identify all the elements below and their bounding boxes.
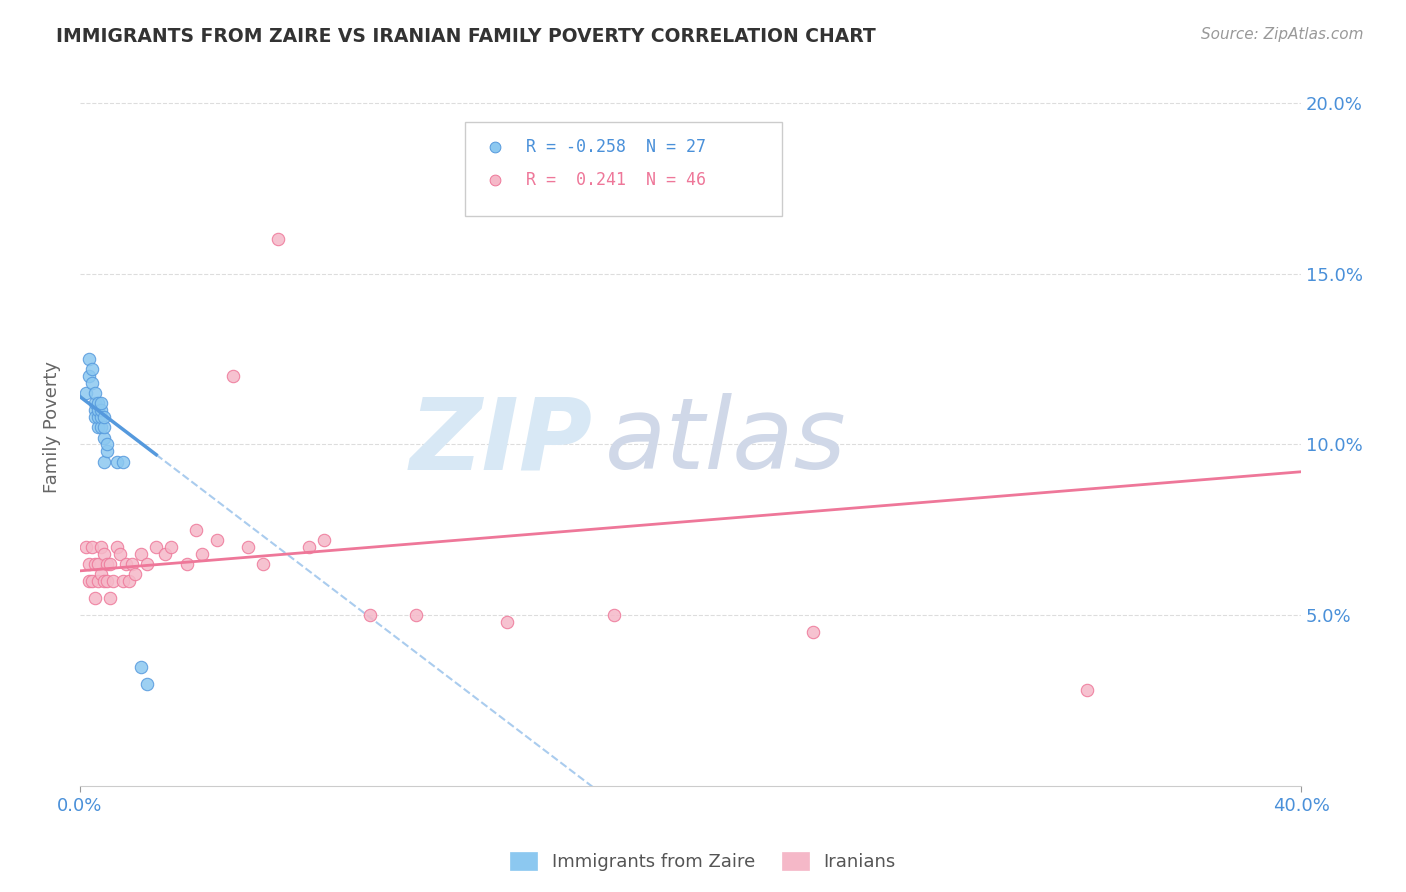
Point [84,410,107,425]
Point [87,396,110,410]
Point [80,376,103,390]
Point [93,574,115,588]
Point [405,608,427,623]
Point [80,574,103,588]
Point [496,615,519,629]
Point [108,547,131,561]
Point [145,540,167,554]
Point [155,547,177,561]
Point [90,420,112,434]
Point [87,410,110,425]
Text: IMMIGRANTS FROM ZAIRE VS IRANIAN FAMILY POVERTY CORRELATION CHART: IMMIGRANTS FROM ZAIRE VS IRANIAN FAMILY … [56,27,876,45]
Point [87,403,110,417]
Text: Source: ZipAtlas.com: Source: ZipAtlas.com [1201,27,1364,42]
Point [100,591,122,606]
Point [136,557,159,571]
Point [77,369,100,384]
Point [87,574,110,588]
Point [93,410,115,425]
Point [80,362,103,376]
Point [93,431,115,445]
Point [136,676,159,690]
Point [801,625,824,640]
Point [603,608,626,623]
Point [298,540,321,554]
Point [84,591,107,606]
Point [252,557,274,571]
Point [90,567,112,582]
Point [90,403,112,417]
Point [84,557,107,571]
Point [75,386,97,401]
Point [93,547,115,561]
Point [87,420,110,434]
Point [267,232,290,246]
Point [221,369,243,384]
Point [93,420,115,434]
Point [121,557,143,571]
Point [84,396,107,410]
Point [84,403,107,417]
Point [77,351,100,366]
Point [84,386,107,401]
Point [77,557,100,571]
Point [75,540,97,554]
Text: R =  0.241  N = 46: R = 0.241 N = 46 [526,170,706,189]
Point [118,574,141,588]
Point [176,557,198,571]
Point [207,533,229,547]
Point [314,533,336,547]
Text: R = -0.258  N = 27: R = -0.258 N = 27 [526,138,706,156]
Point [111,454,134,468]
Point [105,454,128,468]
Point [1076,683,1098,698]
Point [87,557,110,571]
Point [100,557,122,571]
Point [96,557,118,571]
Point [114,557,136,571]
Point [90,410,112,425]
Text: atlas: atlas [605,393,846,491]
Point [191,547,214,561]
Legend: Immigrants from Zaire, Iranians: Immigrants from Zaire, Iranians [503,845,903,879]
Point [129,659,152,673]
Point [124,567,146,582]
FancyBboxPatch shape [464,122,782,216]
Point [129,547,152,561]
Y-axis label: Family Poverty: Family Poverty [44,361,60,493]
Point [90,396,112,410]
Point [103,574,125,588]
Point [111,574,134,588]
Point [90,540,112,554]
Point [184,523,207,537]
Point [160,540,183,554]
Point [359,608,381,623]
Point [80,540,103,554]
Point [93,454,115,468]
Point [105,540,128,554]
Point [236,540,259,554]
Text: ZIP: ZIP [409,393,593,491]
Point [96,574,118,588]
Point [77,574,100,588]
Point [96,444,118,458]
Point [96,437,118,451]
